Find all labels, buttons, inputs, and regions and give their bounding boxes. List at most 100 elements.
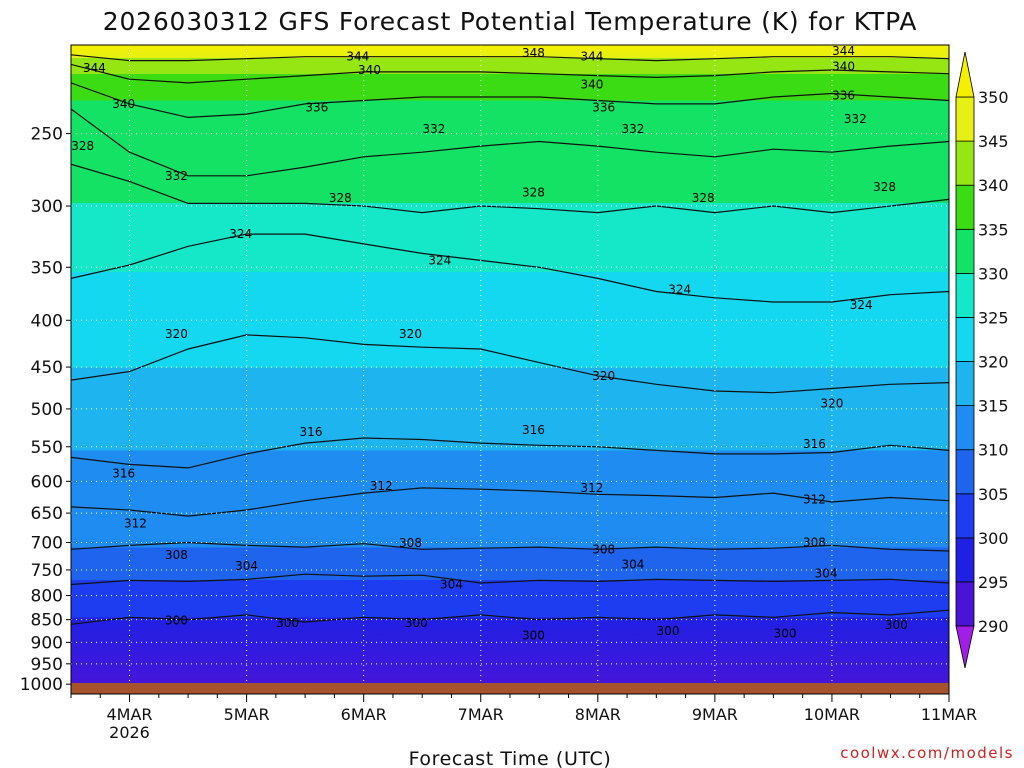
theta-field	[71, 45, 949, 694]
isentrope-324	[71, 233, 949, 303]
colorbar-label: 350	[978, 88, 1009, 107]
x-tick-label: 11MAR	[921, 705, 977, 724]
contour-label: 344	[346, 50, 369, 64]
contour-label: 308	[592, 542, 615, 556]
contour-label: 340	[580, 78, 603, 92]
colorbar-label: 315	[978, 397, 1009, 416]
colorbar-label: 300	[978, 529, 1009, 548]
credit-text: coolwx.com/models	[840, 744, 1014, 762]
contour-label: 320	[592, 369, 615, 383]
y-tick-label: 800	[31, 587, 63, 607]
y-tick-label: 350	[31, 258, 63, 278]
y-tick-label: 550	[31, 438, 63, 458]
colorbar-band	[955, 272, 975, 318]
contour-label: 328	[329, 191, 352, 205]
contour-label: 336	[592, 100, 615, 114]
contour-label: 324	[428, 253, 451, 267]
y-tick-label: 500	[31, 400, 63, 420]
contour-label: 300	[276, 616, 299, 630]
contour-label: 316	[803, 437, 826, 451]
y-tick-label: 1000	[20, 675, 63, 695]
y-axis: 2503003504004505005506006507007508008509…	[20, 125, 71, 695]
contour-label: 340	[832, 59, 855, 73]
colorbar: 290 295 300 305 310 315 320 325 330 335 340 345 350	[955, 51, 1009, 669]
colorbar-label: 305	[978, 485, 1009, 504]
x-tick-label: 10MAR	[804, 705, 860, 724]
contour-label: 300	[165, 614, 188, 628]
contour-label: 312	[124, 516, 147, 530]
contour-label: 344	[83, 61, 106, 75]
contour-label: 304	[815, 567, 838, 581]
colorbar-band	[955, 361, 975, 406]
colorbar-band	[955, 228, 975, 274]
contour-label: 300	[657, 624, 680, 638]
contour-label: 324	[850, 298, 873, 312]
colorbar-label: 320	[978, 353, 1009, 372]
contour-label: 324	[668, 282, 691, 296]
colorbar-band	[955, 581, 975, 627]
x-tick-label: 5MAR	[224, 705, 270, 724]
colorbar-band	[955, 537, 975, 583]
x-tick-label: 4MAR	[106, 705, 152, 724]
contour-label: 312	[803, 492, 826, 506]
isentrope-320	[71, 334, 949, 394]
y-tick-label: 750	[31, 561, 63, 581]
colorbar-label: 295	[978, 573, 1009, 592]
y-tick-label: 850	[31, 611, 63, 631]
contour-label: 340	[358, 63, 381, 77]
isentrope-332	[71, 108, 949, 177]
chart-title: 2026030312 GFS Forecast Potential Temper…	[103, 7, 918, 36]
y-tick-label: 450	[31, 358, 63, 378]
y-tick-label: 400	[31, 311, 63, 331]
colorbar-top-arrow	[955, 51, 975, 98]
isentrope-336	[71, 82, 949, 119]
contour-label: 312	[580, 481, 603, 495]
contour-label: 336	[832, 88, 855, 102]
colorbar-label: 335	[978, 220, 1009, 239]
contour-label: 312	[370, 479, 393, 493]
colorbar-band	[955, 184, 975, 230]
y-tick-label: 650	[31, 504, 63, 524]
contour-label: 304	[621, 558, 644, 572]
x-tick-label: 7MAR	[458, 705, 504, 724]
y-tick-label: 900	[31, 633, 63, 653]
contour-label: 300	[522, 629, 545, 643]
contour-label: 316	[300, 425, 323, 439]
colorbar-label: 290	[978, 617, 1009, 636]
colorbar-label: 310	[978, 441, 1009, 460]
y-tick-label: 250	[31, 125, 63, 145]
isentrope-340	[71, 63, 949, 84]
isentrope-316	[71, 437, 949, 469]
colorbar-band	[955, 405, 975, 451]
x-tick-label: 9MAR	[692, 705, 738, 724]
isentrope-304	[71, 573, 949, 586]
grid-layer	[71, 45, 949, 694]
ground-surface	[71, 683, 949, 694]
contour-label: 300	[405, 616, 428, 630]
isentrope-300	[71, 609, 949, 625]
contour-label: 300	[885, 618, 908, 632]
x-axis-title: Forecast Time (UTC)	[409, 748, 612, 768]
contour-label: 320	[399, 327, 422, 341]
contour-label: 332	[844, 112, 867, 126]
colorbar-band	[955, 96, 975, 142]
contour-label: 328	[692, 191, 715, 205]
x-tick-sublabel: 2026	[109, 723, 150, 742]
contour-label: 324	[229, 227, 252, 241]
isentrope-344	[71, 54, 949, 62]
x-tick-label: 6MAR	[341, 705, 387, 724]
colorbar-bottom-arrow	[955, 625, 975, 669]
y-tick-label: 300	[31, 197, 63, 217]
contour-label: 320	[165, 327, 188, 341]
y-tick-label: 600	[31, 472, 63, 492]
contour-label: 304	[235, 559, 258, 573]
colorbar-label: 325	[978, 308, 1009, 327]
isentrope-layer	[71, 54, 949, 625]
y-tick-label: 950	[31, 655, 63, 675]
contour-label: 332	[621, 122, 644, 136]
colorbar-band	[955, 493, 975, 539]
colorbar-band	[955, 316, 975, 362]
